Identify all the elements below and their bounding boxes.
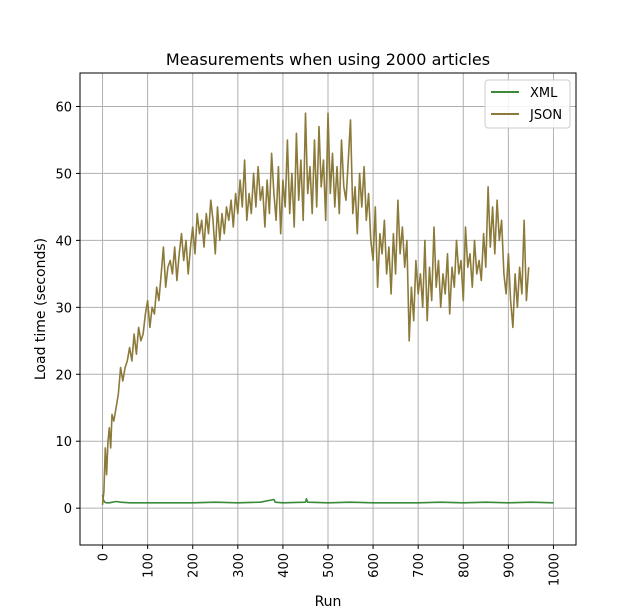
y-axis-title: Load time (seconds) <box>33 238 49 380</box>
x-tick-label: 500 <box>322 553 337 578</box>
y-tick-label: 30 <box>55 301 72 316</box>
series-line-xml <box>101 494 554 504</box>
y-axis: 0 10 20 30 40 50 60 <box>55 100 80 517</box>
grid <box>80 73 576 545</box>
legend-label-json: JSON <box>529 108 562 123</box>
chart-title: Measurements when using 2000 articles <box>166 50 490 69</box>
x-tick-label: 400 <box>277 553 292 578</box>
series-line-json <box>101 112 530 505</box>
x-tick-label: 0 <box>97 553 112 561</box>
y-tick-label: 60 <box>55 100 72 115</box>
x-tick-label: 200 <box>187 553 202 578</box>
x-tick-label: 900 <box>502 553 517 578</box>
x-tick-label: 1000 <box>547 553 562 586</box>
legend-label-xml: XML <box>530 86 558 101</box>
x-tick-label: 100 <box>142 553 157 578</box>
x-tick-label: 700 <box>412 553 427 578</box>
y-tick-label: 10 <box>55 435 72 450</box>
y-tick-label: 20 <box>55 368 72 383</box>
y-tick-label: 50 <box>55 167 72 182</box>
series-group <box>101 112 554 505</box>
y-tick-label: 40 <box>55 234 72 249</box>
legend: XML JSON <box>484 79 571 129</box>
x-axis-title: Run <box>315 594 342 610</box>
x-tick-label: 300 <box>232 553 247 578</box>
x-tick-label: 600 <box>367 553 382 578</box>
x-axis: 0 100 200 300 400 500 600 700 800 900 1000 <box>97 545 562 586</box>
x-tick-label: 800 <box>457 553 472 578</box>
y-tick-label: 0 <box>64 502 72 517</box>
